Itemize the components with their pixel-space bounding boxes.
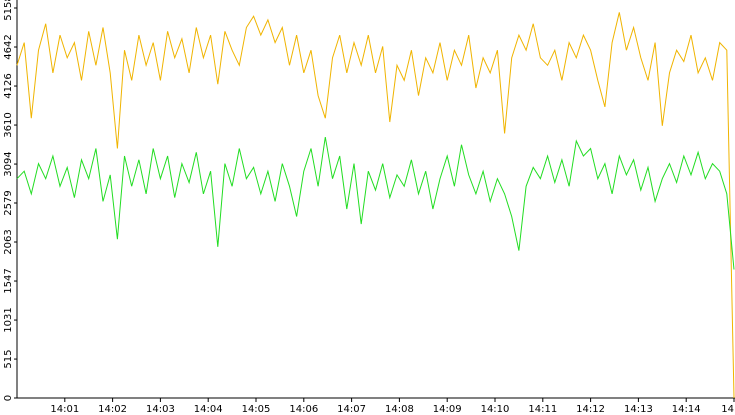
y-tick-label: 3094 [3, 151, 14, 176]
y-tick-label: 0 [3, 395, 14, 401]
x-tick-label: 14:11 [528, 404, 557, 415]
y-tick-label: 2063 [3, 229, 14, 254]
x-tick-label: 14:01 [50, 404, 79, 415]
series-line [16, 12, 735, 399]
x-tick-label: 14:07 [337, 404, 366, 415]
x-tick-label: 14:02 [98, 404, 127, 415]
x-tick-label: 14:14 [672, 404, 701, 415]
x-tick-label: 14:12 [576, 404, 605, 415]
x-tick-label: 14:10 [481, 404, 510, 415]
y-tick-label: 1547 [3, 268, 14, 293]
x-tick-label: 14:03 [146, 404, 175, 415]
x-tick-label: 14:04 [194, 404, 223, 415]
y-tick-label: 3610 [3, 112, 14, 137]
y-tick-label: 515 [3, 350, 14, 369]
x-tick-label: 14 [721, 404, 734, 415]
y-tick-label: 5158 [3, 0, 14, 21]
x-tick-label: 14:05 [242, 404, 271, 415]
y-tick-label: 4126 [3, 73, 14, 98]
y-tick-label: 4642 [3, 34, 14, 59]
x-tick-label: 14:08 [385, 404, 414, 415]
x-tick-label: 14:06 [289, 404, 318, 415]
x-tick-label: 14:13 [624, 404, 653, 415]
y-tick-label: 2579 [3, 190, 14, 215]
series-line [16, 137, 735, 270]
x-tick-label: 14:09 [433, 404, 462, 415]
y-tick-label: 1031 [3, 307, 14, 332]
